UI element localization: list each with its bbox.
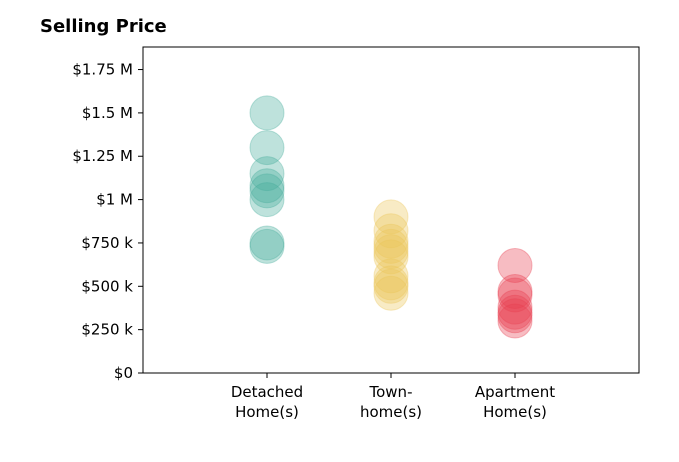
data-point [497,274,533,309]
data-point [249,228,285,264]
data-points [249,95,533,339]
x-tick-label: Detached Home(s) [231,383,303,421]
data-point [497,247,533,283]
y-tick-label: $250 k [81,321,133,339]
data-point [249,225,285,261]
y-tick-label: $1.5 M [82,104,133,122]
chart-title: Selling Price [40,16,167,37]
data-point [249,95,285,131]
data-point [249,182,285,218]
x-tick-label: Apartment Home(s) [475,383,555,421]
x-tick-label: Town-home(s) [360,383,422,421]
y-tick-label: $750 k [81,234,133,252]
data-point [373,268,409,304]
y-tick-label: $0 [114,364,133,382]
data-point [373,239,409,275]
y-tick-label: $1.75 M [72,61,133,79]
y-tick-label: $1 M [96,191,133,209]
data-point [373,199,409,235]
data-point [249,130,285,166]
data-point [373,228,409,264]
data-point [497,294,533,330]
x-axis: Detached Home(s) Town-home(s) Apartment Home… [231,373,555,421]
data-point [373,258,409,294]
y-tick-label: $1.25 M [72,147,133,165]
data-point [373,275,409,311]
data-point [373,213,409,249]
data-point [373,234,409,270]
data-point [249,168,285,204]
data-point [249,173,285,209]
data-point [373,223,409,259]
y-tick-label: $500 k [81,277,133,295]
data-point [373,265,409,301]
data-point [497,289,533,325]
data-point [249,156,285,192]
data-point [497,277,533,313]
data-point [497,298,533,334]
y-axis: $0 $250 k $500 k $750 k $1 M $1.25 M $1.5 M $1.… [72,61,143,382]
data-point [497,303,533,339]
